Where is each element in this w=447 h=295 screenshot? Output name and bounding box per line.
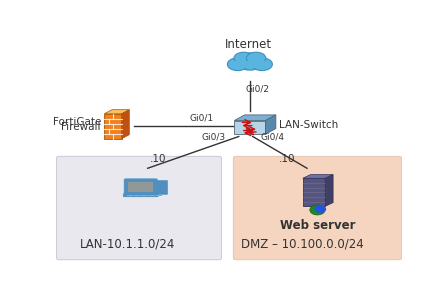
Polygon shape [105,114,122,139]
FancyBboxPatch shape [157,181,168,194]
Ellipse shape [228,58,248,71]
Bar [232,61,268,68]
FancyBboxPatch shape [124,179,157,195]
Polygon shape [325,175,333,206]
FancyBboxPatch shape [57,156,221,260]
Ellipse shape [246,52,266,64]
Text: Web server: Web server [280,219,355,232]
Text: Internet: Internet [224,38,272,51]
Ellipse shape [234,52,253,64]
Bar [139,193,143,195]
Bar [303,178,325,206]
Polygon shape [266,115,276,134]
Text: .10: .10 [150,154,166,164]
Text: DMZ – 10.100.0.0/24: DMZ – 10.100.0.0/24 [241,237,364,250]
Polygon shape [234,115,276,121]
Text: Firewall: Firewall [61,122,101,132]
Bar [134,195,140,196]
Circle shape [314,205,326,213]
Text: FortiGate: FortiGate [53,117,101,127]
Polygon shape [303,175,333,178]
Circle shape [310,205,325,215]
Polygon shape [234,121,266,134]
Polygon shape [105,110,129,114]
Bar [148,195,155,196]
FancyBboxPatch shape [134,194,148,196]
Text: .10: .10 [279,154,295,164]
Ellipse shape [252,58,272,71]
Text: LAN-10.1.1.0/24: LAN-10.1.1.0/24 [80,237,176,250]
Bar [141,195,148,196]
Polygon shape [122,110,129,139]
Text: Gi0/2: Gi0/2 [245,84,270,93]
Text: Gi0/3: Gi0/3 [202,132,226,141]
Ellipse shape [236,53,264,70]
Bar [127,195,133,196]
Text: Gi0/4: Gi0/4 [261,132,284,141]
Text: Gi0/1: Gi0/1 [190,114,213,123]
Bar [156,195,162,196]
FancyBboxPatch shape [123,194,158,197]
Text: LAN-Switch: LAN-Switch [278,119,338,130]
FancyBboxPatch shape [233,156,401,260]
Bar [128,183,153,192]
